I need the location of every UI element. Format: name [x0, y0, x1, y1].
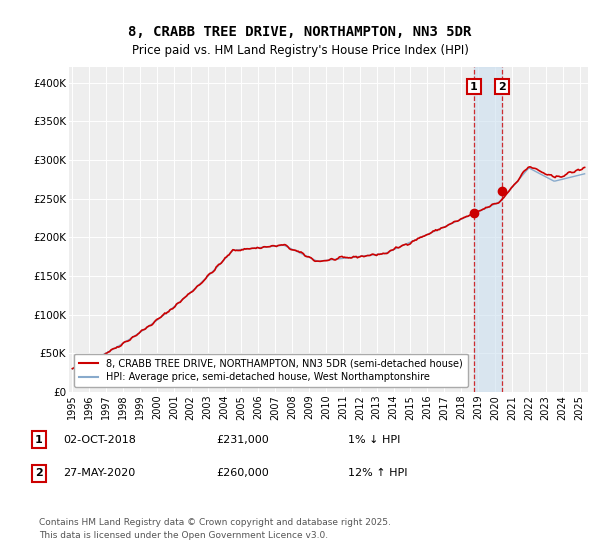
Text: £260,000: £260,000	[216, 468, 269, 478]
Text: Price paid vs. HM Land Registry's House Price Index (HPI): Price paid vs. HM Land Registry's House …	[131, 44, 469, 57]
Text: 1: 1	[35, 435, 43, 445]
Text: 8, CRABB TREE DRIVE, NORTHAMPTON, NN3 5DR: 8, CRABB TREE DRIVE, NORTHAMPTON, NN3 5D…	[128, 25, 472, 39]
Text: 27-MAY-2020: 27-MAY-2020	[63, 468, 135, 478]
Legend: 8, CRABB TREE DRIVE, NORTHAMPTON, NN3 5DR (semi-detached house), HPI: Average pr: 8, CRABB TREE DRIVE, NORTHAMPTON, NN3 5D…	[74, 353, 467, 387]
Text: 2: 2	[498, 82, 506, 91]
Text: £231,000: £231,000	[216, 435, 269, 445]
Text: 02-OCT-2018: 02-OCT-2018	[63, 435, 136, 445]
Text: 1% ↓ HPI: 1% ↓ HPI	[348, 435, 400, 445]
Bar	[474, 67, 502, 392]
Text: Contains HM Land Registry data © Crown copyright and database right 2025.
This d: Contains HM Land Registry data © Crown c…	[39, 519, 391, 540]
Text: 2: 2	[35, 468, 43, 478]
Text: 1: 1	[470, 82, 478, 91]
Text: 12% ↑ HPI: 12% ↑ HPI	[348, 468, 407, 478]
